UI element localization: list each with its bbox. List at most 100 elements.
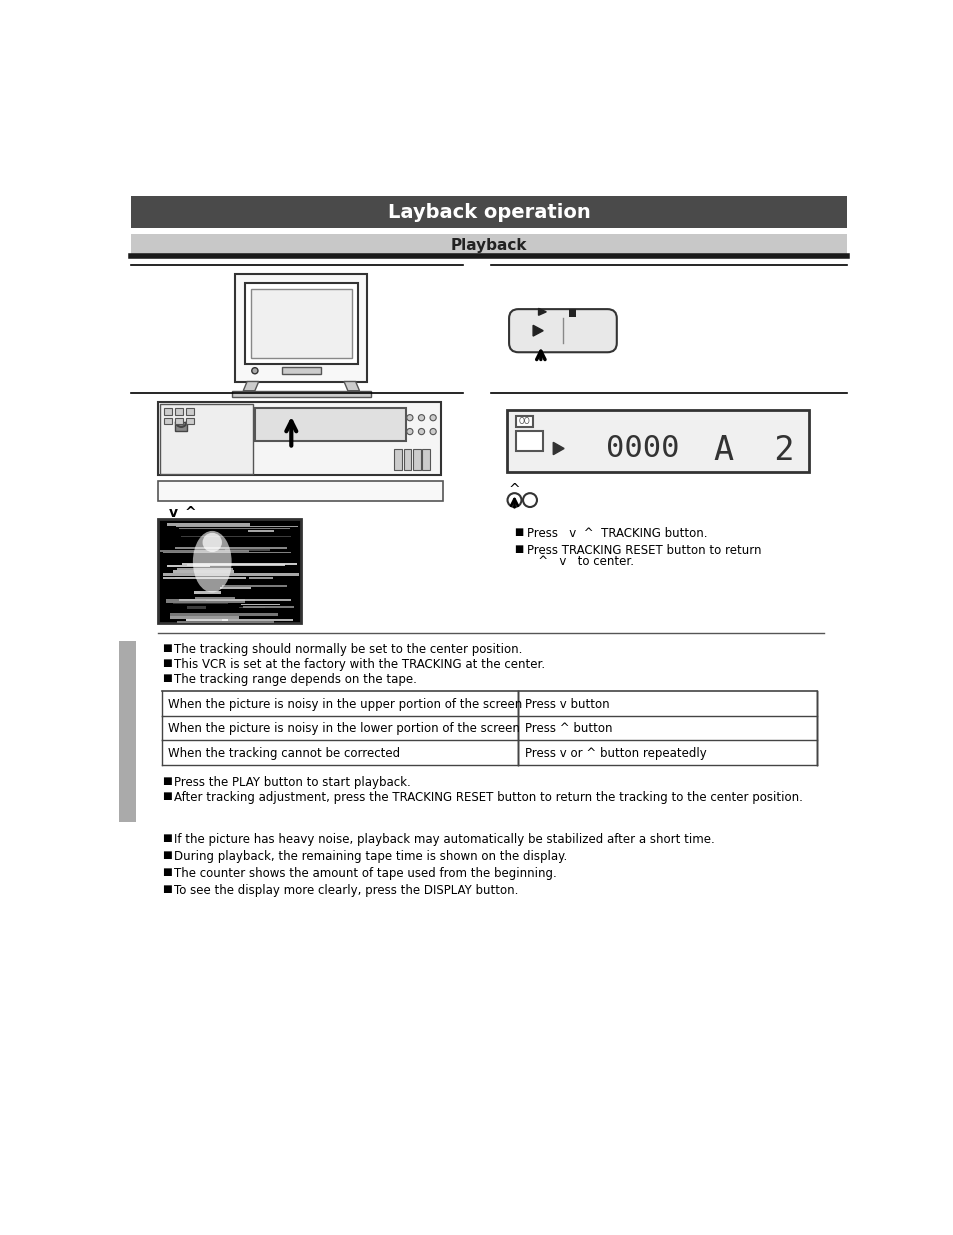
Bar (174, 421, 187, 431)
Bar (119, 641, 136, 823)
Text: During playback, the remaining tape time is shown on the display.: During playback, the remaining tape time… (174, 851, 567, 863)
Text: When the picture is noisy in the upper portion of the screen: When the picture is noisy in the upper p… (168, 698, 522, 710)
Circle shape (406, 415, 413, 421)
Polygon shape (533, 325, 542, 336)
Bar (176, 621, 274, 622)
Text: ■: ■ (162, 658, 172, 668)
Text: ■: ■ (162, 776, 172, 785)
Bar (186, 409, 193, 415)
Text: Press v or ^ button repeatedly: Press v or ^ button repeatedly (524, 747, 705, 760)
Bar (245, 283, 357, 364)
Text: v: v (169, 506, 178, 520)
Bar (517, 319, 562, 343)
Text: If the picture has heavy noise, playback may automatically be stabilized after a: If the picture has heavy noise, playback… (174, 834, 715, 846)
Text: Press the PLAY button to start playback.: Press the PLAY button to start playback. (174, 776, 411, 789)
Text: ^   v   to center.: ^ v to center. (526, 555, 633, 568)
Text: v: v (525, 494, 534, 508)
Bar (516, 431, 542, 451)
Bar (254, 409, 406, 441)
Bar (187, 606, 206, 609)
Bar (171, 614, 278, 616)
Text: ■: ■ (162, 867, 172, 877)
Bar (167, 564, 210, 567)
Text: When the tracking cannot be corrected: When the tracking cannot be corrected (168, 747, 399, 760)
Bar (177, 568, 233, 571)
Text: The counter shows the amount of tape used from the beginning.: The counter shows the amount of tape use… (174, 867, 557, 881)
Bar (182, 563, 296, 564)
Bar (131, 235, 846, 256)
Text: Press   v  ^  TRACKING button.: Press v ^ TRACKING button. (526, 527, 707, 540)
Bar (158, 480, 443, 501)
Circle shape (418, 429, 424, 435)
Circle shape (418, 415, 424, 421)
Bar (179, 599, 291, 601)
Bar (164, 409, 172, 415)
Circle shape (430, 415, 436, 421)
FancyBboxPatch shape (509, 309, 617, 352)
Text: ^: ^ (185, 506, 196, 520)
Bar (158, 520, 301, 624)
Bar (516, 416, 533, 427)
Text: ■: ■ (514, 527, 523, 537)
Bar (167, 524, 250, 526)
Bar (179, 527, 290, 530)
Text: ■: ■ (162, 884, 172, 894)
Bar (413, 448, 420, 471)
Text: Press ^ button: Press ^ button (524, 722, 612, 735)
Bar (175, 526, 297, 527)
Bar (422, 448, 430, 471)
Bar (172, 571, 233, 573)
Bar (162, 573, 298, 577)
Text: To see the display more clearly, press the DISPLAY button.: To see the display more clearly, press t… (174, 884, 518, 898)
Bar (282, 367, 320, 374)
Polygon shape (553, 442, 563, 454)
Text: This VCR is set at the factory with the TRACKING at the center.: This VCR is set at the factory with the … (174, 658, 545, 671)
Bar (159, 404, 253, 474)
Bar (195, 597, 234, 599)
Polygon shape (537, 309, 546, 315)
Bar (166, 599, 245, 603)
Text: Press TRACKING RESET button to return: Press TRACKING RESET button to return (526, 543, 760, 557)
Bar (174, 547, 286, 548)
Text: After tracking adjustment, press the TRACKING RESET button to return the trackin: After tracking adjustment, press the TRA… (174, 792, 802, 804)
Polygon shape (344, 382, 359, 390)
Bar (394, 448, 402, 471)
Text: When the picture is noisy in the lower portion of the screen: When the picture is noisy in the lower p… (168, 722, 519, 735)
Bar (187, 564, 285, 566)
Bar (158, 403, 440, 475)
Ellipse shape (193, 531, 232, 593)
Bar (403, 448, 411, 471)
Ellipse shape (202, 532, 222, 552)
Bar (251, 289, 352, 358)
Bar (170, 615, 238, 619)
Text: The tracking range depends on the tape.: The tracking range depends on the tape. (174, 673, 416, 687)
Polygon shape (243, 382, 258, 390)
Bar (174, 409, 183, 415)
Text: A  2: A 2 (714, 433, 794, 467)
Bar (181, 536, 291, 537)
Bar (248, 530, 274, 532)
Bar (131, 196, 846, 228)
Circle shape (252, 368, 257, 374)
Text: 0000: 0000 (605, 433, 679, 463)
Text: ■: ■ (162, 834, 172, 844)
Text: ■: ■ (162, 673, 172, 683)
Circle shape (522, 493, 537, 508)
Circle shape (406, 429, 413, 435)
Bar (193, 592, 220, 594)
Bar (568, 309, 576, 317)
Text: ^: ^ (508, 483, 519, 498)
Bar (172, 603, 228, 604)
Circle shape (430, 429, 436, 435)
Text: OO: OO (518, 417, 530, 426)
Text: ■: ■ (162, 792, 172, 802)
Bar (159, 550, 249, 552)
Text: ■: ■ (162, 642, 172, 652)
Text: ■: ■ (514, 543, 523, 555)
Bar (174, 417, 183, 424)
Text: Press v button: Press v button (524, 698, 609, 710)
Text: ■: ■ (162, 851, 172, 861)
Bar (220, 587, 251, 589)
Circle shape (507, 493, 521, 508)
Bar (162, 577, 246, 579)
